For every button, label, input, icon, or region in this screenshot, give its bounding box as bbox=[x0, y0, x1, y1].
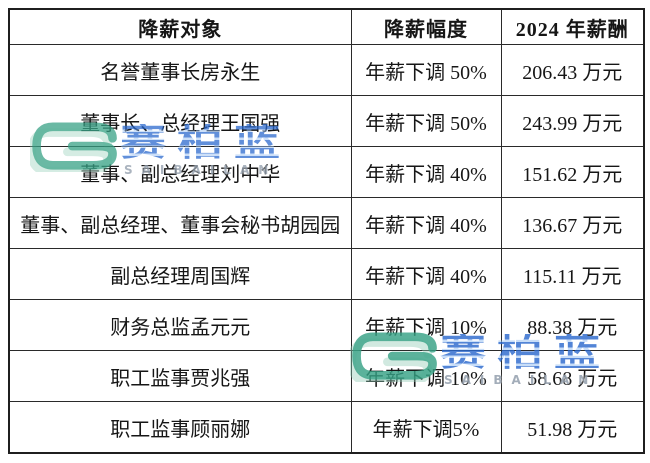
cell-cut: 年薪下调5% bbox=[350, 401, 502, 454]
cell-salary: 115.11 万元 bbox=[500, 248, 645, 300]
cell-cut: 年薪下调 50% bbox=[350, 95, 502, 147]
table-row: 职工监事顾丽娜 年薪下调5% 51.98 万元 bbox=[8, 401, 645, 454]
cell-salary: 243.99 万元 bbox=[500, 95, 645, 147]
table-row: 财务总监孟元元 年薪下调 10% 88.38 万元 bbox=[8, 299, 645, 351]
header-cut-target: 降薪对象 bbox=[8, 8, 352, 45]
header-cut-rate: 降薪幅度 bbox=[350, 8, 502, 45]
cell-target: 董事长、总经理王国强 bbox=[8, 95, 352, 147]
cell-target: 职工监事顾丽娜 bbox=[8, 401, 352, 454]
cell-salary: 58.68 万元 bbox=[500, 350, 645, 402]
cell-cut: 年薪下调 40% bbox=[350, 146, 502, 198]
salary-cut-table: 降薪对象 降薪幅度 2024 年薪酬 名誉董事长房永生 年薪下调 50% 206… bbox=[8, 8, 645, 454]
cell-salary: 88.38 万元 bbox=[500, 299, 645, 351]
cell-salary: 151.62 万元 bbox=[500, 146, 645, 198]
cell-cut: 年薪下调 40% bbox=[350, 248, 502, 300]
cell-target: 董事、副总经理刘中华 bbox=[8, 146, 352, 198]
cell-target: 董事、副总经理、董事会秘书胡园园 bbox=[8, 197, 352, 249]
cell-cut: 年薪下调 40% bbox=[350, 197, 502, 249]
table-header-row: 降薪对象 降薪幅度 2024 年薪酬 bbox=[8, 8, 645, 45]
cell-target: 副总经理周国辉 bbox=[8, 248, 352, 300]
cell-target: 职工监事贾兆强 bbox=[8, 350, 352, 402]
table-row: 董事、副总经理、董事会秘书胡园园 年薪下调 40% 136.67 万元 bbox=[8, 197, 645, 249]
cell-target: 财务总监孟元元 bbox=[8, 299, 352, 351]
cell-cut: 年薪下调 10% bbox=[350, 350, 502, 402]
table-row: 副总经理周国辉 年薪下调 40% 115.11 万元 bbox=[8, 248, 645, 300]
cell-cut: 年薪下调 10% bbox=[350, 299, 502, 351]
table-row: 董事、副总经理刘中华 年薪下调 40% 151.62 万元 bbox=[8, 146, 645, 198]
cell-salary: 136.67 万元 bbox=[500, 197, 645, 249]
table-row: 董事长、总经理王国强 年薪下调 50% 243.99 万元 bbox=[8, 95, 645, 147]
cell-salary: 206.43 万元 bbox=[500, 44, 645, 96]
header-2024-salary: 2024 年薪酬 bbox=[500, 8, 645, 45]
table-row: 职工监事贾兆强 年薪下调 10% 58.68 万元 bbox=[8, 350, 645, 402]
cell-target: 名誉董事长房永生 bbox=[8, 44, 352, 96]
cell-salary: 51.98 万元 bbox=[500, 401, 645, 454]
cell-cut: 年薪下调 50% bbox=[350, 44, 502, 96]
table-row: 名誉董事长房永生 年薪下调 50% 206.43 万元 bbox=[8, 44, 645, 96]
